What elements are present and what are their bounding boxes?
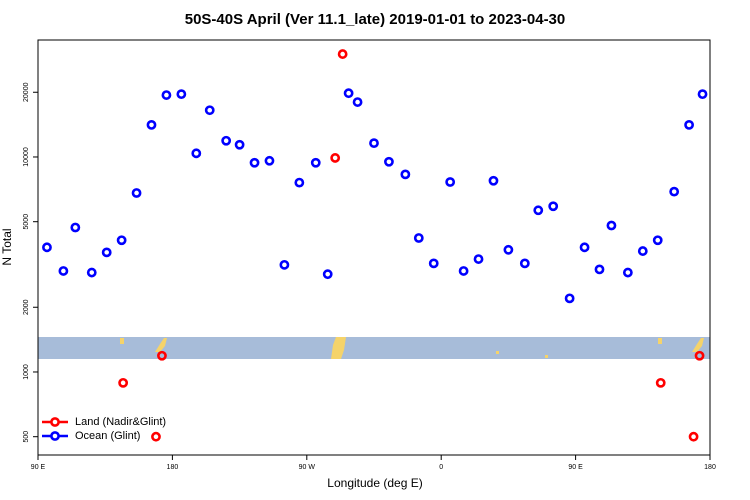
point <box>264 155 275 166</box>
map-strip <box>38 337 710 359</box>
point <box>101 247 112 258</box>
point <box>176 89 187 100</box>
point <box>42 242 52 253</box>
point <box>131 188 142 198</box>
point <box>533 205 544 216</box>
point <box>310 157 321 168</box>
point <box>413 233 424 243</box>
y-tick-label: 1000 <box>23 364 30 380</box>
point <box>548 201 559 212</box>
point <box>458 266 469 276</box>
point <box>697 89 708 100</box>
x-tick-label: 90 W <box>299 464 316 471</box>
point <box>146 119 157 130</box>
point <box>473 254 484 264</box>
point <box>428 258 439 269</box>
point <box>519 258 530 269</box>
point <box>579 242 590 253</box>
y-tick-label: 5000 <box>23 214 30 230</box>
legend-label: Land (Nadir&Glint) <box>75 416 166 428</box>
y-tick-label: 10000 <box>23 147 30 167</box>
point <box>279 259 290 270</box>
y-tick-label: 2000 <box>23 299 30 315</box>
point <box>151 431 161 442</box>
point <box>86 267 97 278</box>
point <box>400 169 411 180</box>
point <box>445 177 456 187</box>
point <box>684 119 694 130</box>
point <box>58 266 69 276</box>
point <box>221 135 232 146</box>
legend-marker <box>50 417 60 427</box>
point <box>688 431 699 442</box>
legend-label: Ocean (Glint) <box>75 430 140 442</box>
y-tick-label: 20000 <box>23 82 30 102</box>
point <box>488 175 499 186</box>
x-axis-label: Longitude (deg E) <box>327 476 422 490</box>
point <box>70 222 81 233</box>
point <box>694 350 705 361</box>
point <box>369 138 379 149</box>
chart-title: 50S-40S April (Ver 11.1_late) 2019-01-01… <box>185 11 566 28</box>
point <box>161 90 172 100</box>
point <box>157 350 167 361</box>
y-tick-label: 500 <box>23 431 30 443</box>
point <box>637 246 648 256</box>
y-axis-label: N Total <box>0 228 14 265</box>
point <box>622 267 633 278</box>
point <box>652 235 663 246</box>
point <box>330 153 341 163</box>
point <box>204 105 215 116</box>
x-tick-label: 180 <box>167 464 179 471</box>
point <box>116 235 127 246</box>
plot-frame <box>37 39 711 456</box>
point <box>191 148 202 159</box>
point <box>564 293 575 304</box>
x-tick-label: 180 <box>704 464 716 471</box>
point <box>343 88 354 99</box>
x-tick-label: 90 E <box>31 464 46 471</box>
point <box>352 97 363 107</box>
point <box>337 49 348 59</box>
point <box>503 244 514 255</box>
point <box>118 377 129 388</box>
point <box>234 139 245 150</box>
point <box>384 156 394 167</box>
legend-marker <box>50 431 60 441</box>
x-tick-label: 0 <box>439 464 443 471</box>
point <box>594 264 605 275</box>
point <box>606 220 617 231</box>
point <box>669 186 680 197</box>
point <box>655 377 666 388</box>
point <box>322 269 333 280</box>
point <box>249 157 260 168</box>
x-tick-label: 90 E <box>568 464 583 471</box>
point <box>294 177 305 188</box>
